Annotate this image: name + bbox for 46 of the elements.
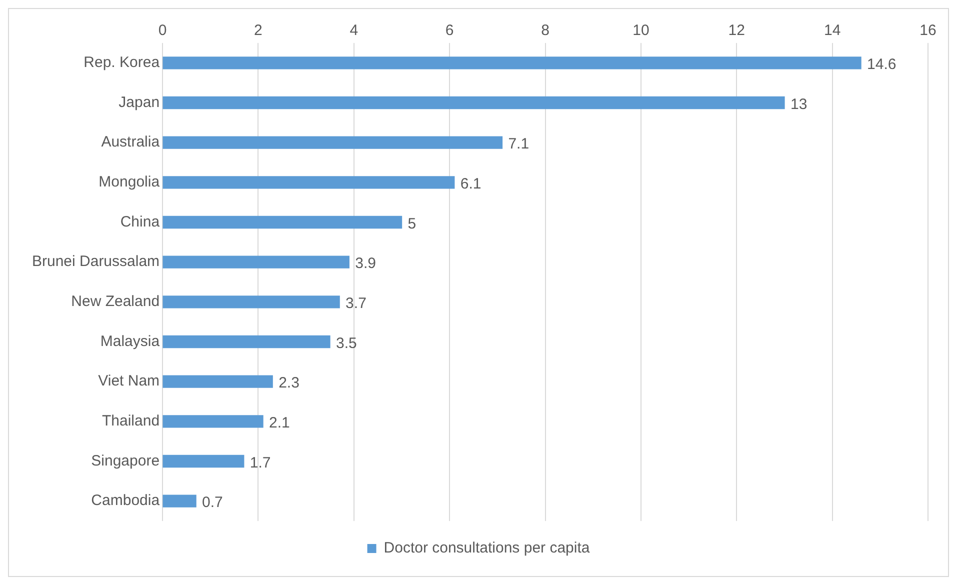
bar bbox=[162, 375, 273, 388]
y-tick-label: Brunei Darussalam bbox=[32, 253, 160, 270]
bar bbox=[162, 56, 862, 70]
y-tick-label: Cambodia bbox=[91, 492, 160, 510]
x-tick-label: 6 bbox=[445, 22, 454, 40]
bar bbox=[162, 296, 340, 308]
x-tick-label: 4 bbox=[350, 22, 358, 40]
y-tick-label: Australia bbox=[101, 134, 160, 151]
x-tick-label: 2 bbox=[254, 22, 262, 40]
x-tick-label: 16 bbox=[920, 22, 936, 40]
y-tick-label: New Zealand bbox=[71, 293, 160, 310]
bar bbox=[162, 494, 196, 508]
data-label: 6.1 bbox=[460, 176, 482, 193]
y-tick-label: Singapore bbox=[91, 452, 160, 470]
bar bbox=[162, 256, 350, 268]
bar bbox=[162, 216, 402, 229]
data-label: 2.3 bbox=[278, 374, 300, 392]
x-tick-label: 10 bbox=[632, 22, 650, 40]
data-label: 3.9 bbox=[355, 255, 376, 272]
bar bbox=[162, 176, 455, 189]
y-tick-label: Mongolia bbox=[98, 174, 160, 191]
x-tick-label: 14 bbox=[824, 22, 841, 40]
data-label: 14.6 bbox=[867, 56, 896, 74]
data-label: 13 bbox=[790, 96, 808, 113]
bar bbox=[162, 136, 503, 149]
data-label: 7.1 bbox=[508, 136, 530, 153]
data-label: 3.7 bbox=[346, 295, 366, 312]
x-tick-label: 0 bbox=[158, 22, 167, 40]
y-tick-label: Viet Nam bbox=[98, 372, 160, 390]
x-tick-label: 12 bbox=[728, 22, 745, 40]
bar bbox=[162, 96, 785, 110]
x-tick-label: 8 bbox=[541, 22, 550, 40]
bar bbox=[162, 335, 330, 348]
bar bbox=[162, 415, 264, 428]
data-label: 2.1 bbox=[269, 414, 290, 432]
y-tick-label: Rep. Korea bbox=[84, 54, 160, 72]
bar bbox=[162, 454, 244, 468]
data-label: 0.7 bbox=[202, 494, 223, 512]
y-tick-label: Thailand bbox=[102, 412, 160, 430]
data-label: 3.5 bbox=[336, 334, 357, 352]
data-label: 1.7 bbox=[250, 454, 271, 472]
y-tick-label: China bbox=[120, 213, 160, 230]
data-label: 5 bbox=[408, 215, 416, 232]
y-tick-label: Japan bbox=[118, 94, 160, 111]
y-tick-label: Malaysia bbox=[100, 332, 160, 350]
legend-label: Doctor consultations per capita bbox=[384, 540, 590, 557]
